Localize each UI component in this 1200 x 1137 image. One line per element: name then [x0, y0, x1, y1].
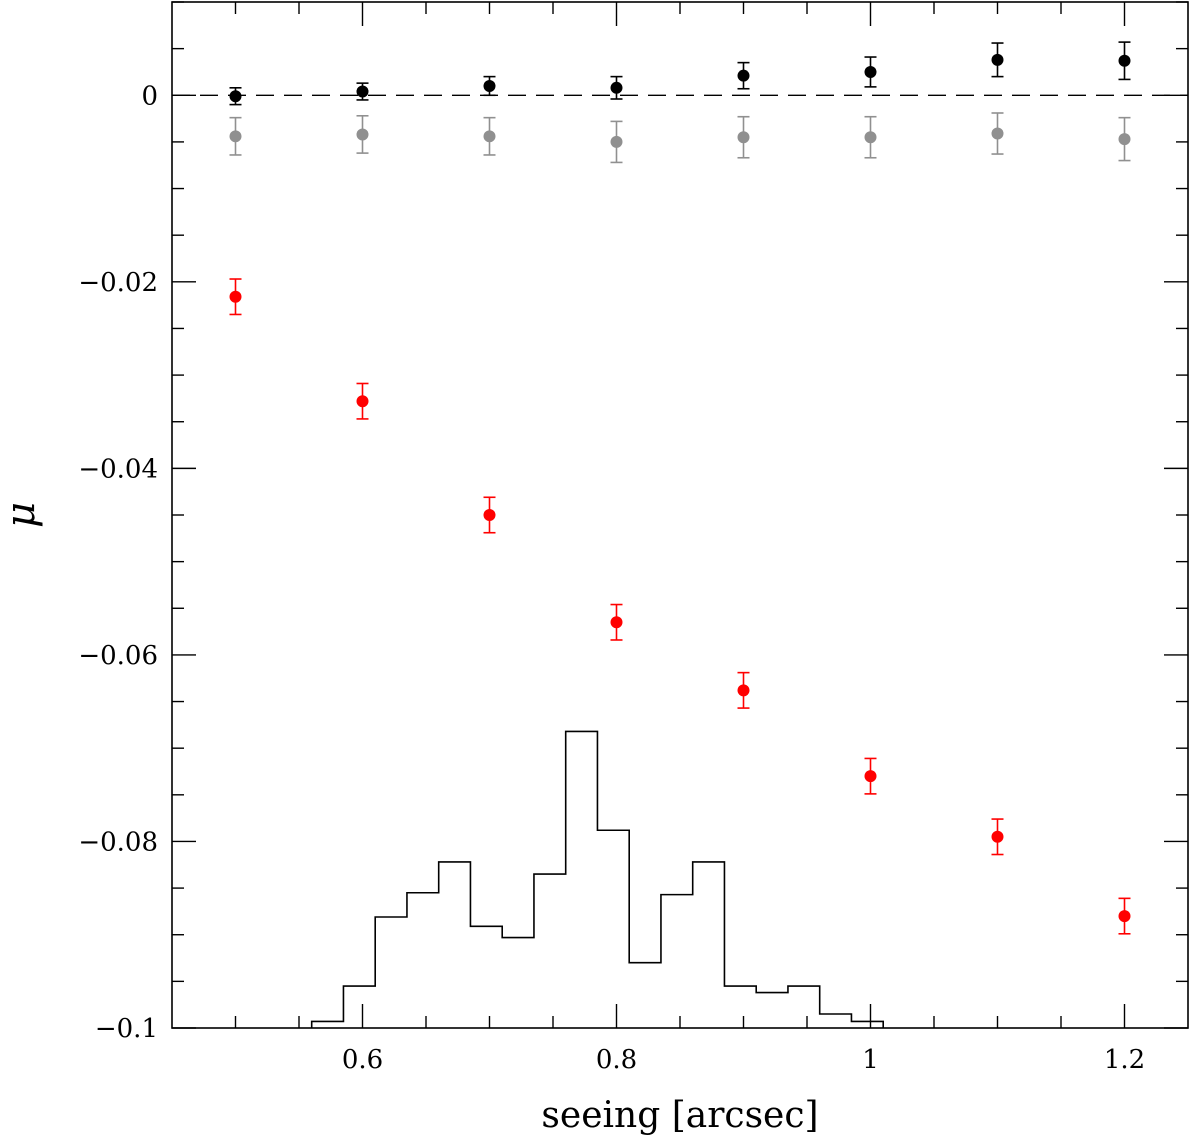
data-point	[737, 131, 750, 144]
histogram	[310, 730, 884, 1028]
series-2	[229, 112, 1131, 164]
data-point	[864, 65, 877, 78]
x-tick-label: 1	[862, 1045, 879, 1075]
x-tick-label: 1.2	[1104, 1045, 1145, 1075]
histogram-outline	[310, 730, 884, 1028]
y-tick-label: −0.08	[78, 827, 158, 857]
y-tick-label: −0.1	[95, 1014, 158, 1044]
y-tick-label: −0.04	[78, 454, 158, 484]
data-point	[483, 130, 496, 143]
data-point	[229, 130, 242, 143]
series-3	[229, 278, 1131, 935]
tick-labels: 0.6 0.8 1 1.2 0 −0.02 −0.04 −0.06 −0.08 −0.1	[78, 81, 1145, 1075]
series-1	[229, 41, 1131, 106]
data-point	[1118, 133, 1131, 146]
data-point	[229, 290, 242, 303]
y-axis-label: μ	[0, 502, 44, 528]
x-tick-label: 0.8	[596, 1045, 637, 1075]
data-point	[483, 509, 496, 521]
plot-frame	[171, 1, 1189, 1029]
data-point	[1118, 910, 1131, 923]
data-point	[356, 85, 369, 98]
data-point	[991, 127, 1004, 140]
data-point	[610, 135, 623, 148]
x-axis-label: seeing [arcsec]	[541, 1095, 818, 1136]
y-tick-label: 0	[141, 81, 158, 111]
data-point	[356, 395, 369, 408]
data-point	[356, 128, 369, 141]
data-point	[1118, 54, 1131, 67]
data-point	[229, 90, 242, 103]
data-point	[991, 53, 1004, 66]
data-point	[610, 616, 623, 629]
data-point	[610, 81, 623, 94]
data-point	[737, 684, 750, 697]
x-tick-label: 0.6	[342, 1045, 383, 1075]
data-point	[991, 830, 1004, 843]
data-point	[737, 69, 750, 82]
data-points	[229, 41, 1131, 935]
y-tick-label: −0.06	[78, 641, 158, 671]
data-point	[483, 79, 496, 92]
y-tick-label: −0.02	[78, 268, 158, 298]
data-point	[864, 131, 877, 144]
data-point	[864, 770, 877, 783]
